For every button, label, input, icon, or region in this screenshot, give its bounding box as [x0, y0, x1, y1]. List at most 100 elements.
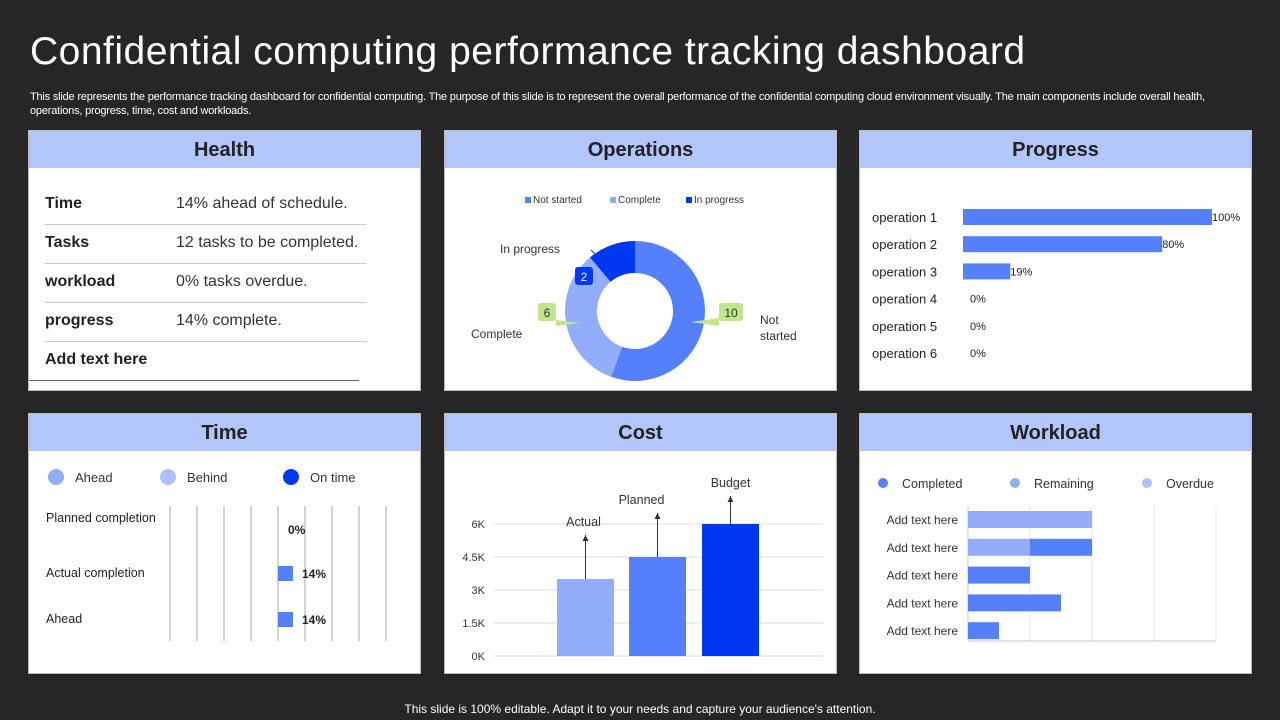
- health-value: 0% tasks overdue.: [176, 273, 308, 290]
- health-row: workload 0% tasks overdue.: [45, 264, 367, 303]
- workload-panel: Workload Completed Remaining Overdue Add te…: [859, 413, 1252, 674]
- page-title: Confidential computing performance track…: [30, 30, 1026, 73]
- cost-bar: [702, 524, 759, 656]
- operations-title: Operations: [445, 131, 836, 168]
- progress-data-label: 0%: [970, 321, 986, 333]
- health-label: workload: [45, 273, 116, 290]
- category-label: In progress: [500, 242, 560, 256]
- y-tick-label: 6K: [472, 519, 486, 531]
- legend-marker: [48, 469, 64, 485]
- time-category-label: Planned completion: [46, 511, 156, 525]
- progress-data-label: 0%: [970, 348, 986, 360]
- workload-title: Workload: [860, 414, 1251, 451]
- callout-pointer: [590, 249, 600, 259]
- progress-category-label: operation 6: [872, 346, 937, 361]
- arrowhead: [727, 496, 734, 502]
- health-row: progress 14% complete.: [45, 303, 367, 342]
- progress-bar: [963, 263, 1011, 280]
- category-label: Not: [760, 313, 779, 327]
- progress-category-label: operation 1: [872, 210, 937, 225]
- time-data-label: 0%: [288, 523, 306, 537]
- workload-category-label: Add text here: [887, 596, 959, 610]
- arrowhead: [654, 513, 661, 519]
- legend-label: Not started: [533, 195, 582, 206]
- legend-marker: [160, 469, 176, 485]
- callout-pointer: [691, 318, 719, 326]
- footer-note: This slide is 100% editable. Adapt it to…: [404, 702, 876, 716]
- data-label-value: 10: [724, 306, 738, 320]
- y-tick-label: 0K: [472, 651, 486, 663]
- health-row: Time 14% ahead of schedule.: [45, 186, 367, 225]
- progress-bar: [963, 236, 1163, 253]
- legend-label: Complete: [618, 195, 661, 206]
- progress-bar-chart: operation 1 100% operation 2 80% operation 3…: [872, 209, 1240, 361]
- health-label: Tasks: [45, 234, 90, 251]
- time-data-label: 14%: [302, 613, 326, 627]
- progress-data-label: 19%: [1010, 266, 1032, 278]
- legend-marker: [283, 469, 299, 485]
- progress-category-label: operation 4: [872, 292, 937, 307]
- callout-pointer: [556, 320, 580, 326]
- cost-category-label: Actual: [566, 515, 601, 529]
- y-tick-label: 4.5K: [462, 552, 485, 564]
- workload-category-label: Add text here: [887, 513, 959, 527]
- workload-bar-segment: [968, 622, 999, 640]
- legend-label: Behind: [187, 470, 227, 485]
- operations-panel: Operations Not started Complete In progres…: [444, 130, 837, 391]
- workload-category-label: Add text here: [887, 541, 959, 555]
- progress-category-label: operation 3: [872, 264, 937, 279]
- time-bar: [278, 612, 293, 627]
- progress-panel: Progress operation 1 100% operation 2 80% op…: [859, 130, 1252, 391]
- data-label-callout: [719, 303, 743, 321]
- category-label: Complete: [471, 327, 523, 341]
- data-label-callout: [575, 267, 593, 285]
- workload-category-label: Add text here: [887, 624, 959, 638]
- time-data-label: 14%: [302, 567, 326, 581]
- legend-label: Completed: [902, 477, 962, 491]
- legend-marker: [878, 478, 888, 488]
- legend-label: Remaining: [1034, 477, 1094, 491]
- workload-bar-segment: [968, 538, 1030, 556]
- donut-slice: [611, 241, 705, 381]
- time-title: Time: [29, 414, 420, 451]
- health-panel: Health Time 14% ahead of schedule. Tasks 12…: [28, 130, 421, 391]
- legend-label: Overdue: [1166, 477, 1214, 491]
- cost-category-label: Budget: [711, 476, 751, 490]
- workload-bar-segment: [1030, 538, 1092, 556]
- progress-title: Progress: [860, 131, 1251, 168]
- time-bar-chart: Ahead Behind On time Planned completion 0% Ac…: [46, 469, 387, 641]
- cost-bar: [557, 579, 614, 656]
- workload-bar-segment: [968, 566, 1030, 584]
- health-title: Health: [29, 131, 420, 168]
- legend-swatch: [525, 197, 531, 203]
- cost-bar-chart: 0K 1.5K 3K 4.5K 6K Actual Planned Budget: [462, 476, 823, 663]
- workload-bar-segment: [968, 594, 1061, 612]
- page-description: This slide represents the performance tr…: [30, 91, 1205, 117]
- health-label: Time: [45, 195, 83, 212]
- arrowhead: [582, 535, 589, 541]
- cost-panel: Cost 0K 1.5K 3K 4.5K 6K Actual Planned Budget: [444, 413, 837, 674]
- data-label-value: 6: [544, 306, 551, 320]
- workload-category-label: Add text here: [887, 569, 959, 583]
- donut-slice: [565, 257, 623, 377]
- operations-donut-chart: Not started Complete In progress 10 Not start…: [471, 195, 797, 381]
- time-category-label: Actual completion: [46, 566, 145, 580]
- health-value: 12 tasks to be completed.: [176, 234, 359, 251]
- legend-label: Ahead: [75, 470, 113, 485]
- legend-marker: [1142, 478, 1152, 488]
- legend-marker: [1010, 478, 1020, 488]
- cost-category-label: Planned: [619, 493, 665, 507]
- data-label-value: 2: [581, 270, 588, 284]
- data-label-callout: [538, 303, 556, 321]
- health-row: Add text here: [29, 342, 359, 381]
- legend-swatch: [686, 197, 692, 203]
- y-tick-label: 1.5K: [462, 618, 485, 630]
- progress-bar: [963, 209, 1212, 225]
- health-value: 14% complete.: [176, 312, 282, 329]
- health-value: 14% ahead of schedule.: [176, 195, 348, 212]
- cost-bar: [629, 557, 686, 656]
- time-bar: [278, 566, 293, 581]
- workload-bar-segment: [968, 511, 1092, 528]
- health-label: progress: [45, 312, 114, 329]
- legend-label: In progress: [694, 195, 744, 206]
